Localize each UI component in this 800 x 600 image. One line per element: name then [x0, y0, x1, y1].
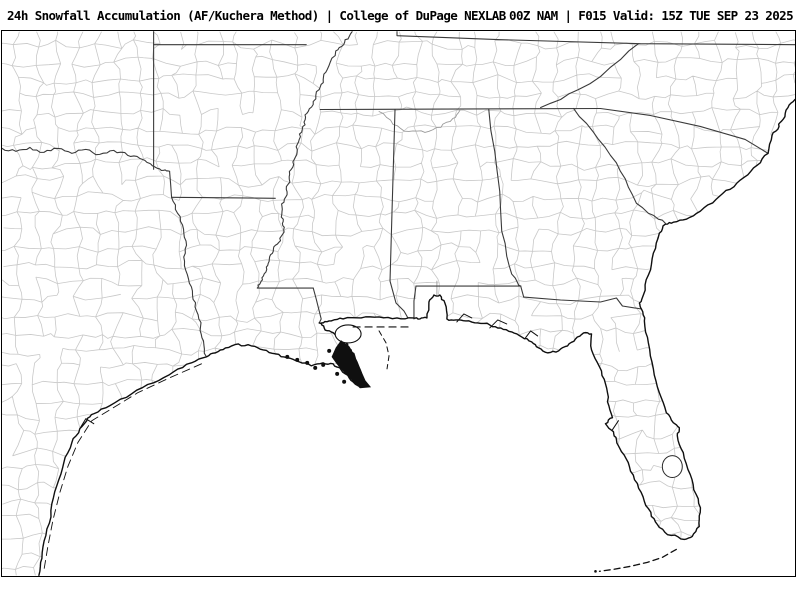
lake-pontchartrain — [334, 324, 362, 344]
rivers-layer — [378, 110, 461, 296]
model-run-info: 00Z NAM | F015 Valid: 15Z TUE SEP 23 202… — [509, 7, 794, 23]
product-title: 24h Snowfall Accumulation (AF/Kuchera Me… — [7, 7, 506, 23]
lake-okeechobee — [661, 455, 683, 479]
county-lines-layer — [2, 31, 795, 576]
title-bar: 24h Snowfall Accumulation (AF/Kuchera Me… — [0, 0, 800, 30]
weather-map — [2, 31, 795, 576]
map-frame — [1, 30, 796, 577]
key-west — [594, 570, 597, 573]
mississippi-river-delta — [331, 340, 372, 389]
coastline-layer — [38, 98, 795, 576]
water-features-layer — [43, 313, 683, 573]
state-borders-layer — [2, 31, 795, 358]
